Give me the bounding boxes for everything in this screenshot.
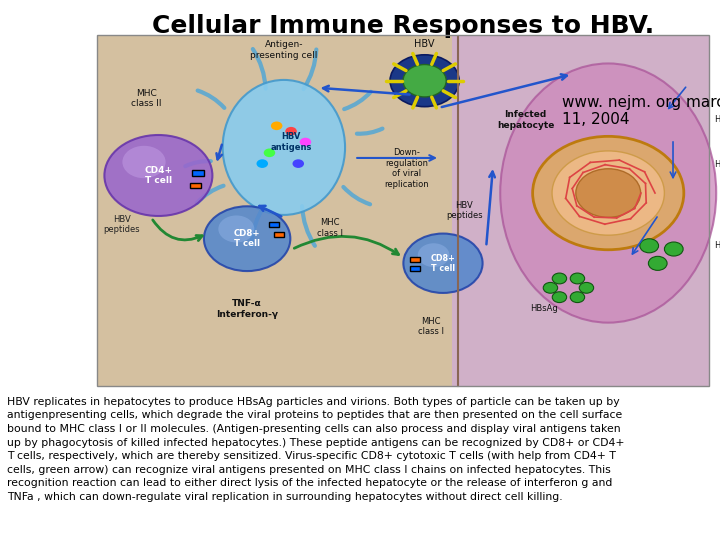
Text: Cellular Immune Responses to HBV.: Cellular Immune Responses to HBV. — [152, 14, 654, 37]
Text: TNF-α
Interferon-γ: TNF-α Interferon-γ — [216, 299, 278, 319]
Bar — [97, 35, 709, 386]
Circle shape — [403, 64, 446, 97]
Circle shape — [204, 206, 290, 271]
Text: HBV RNA: HBV RNA — [715, 160, 720, 170]
Circle shape — [403, 233, 482, 293]
Text: CD4+
T cell: CD4+ T cell — [144, 166, 173, 185]
Circle shape — [300, 138, 311, 146]
Circle shape — [104, 135, 212, 216]
Circle shape — [533, 136, 684, 249]
Ellipse shape — [500, 63, 716, 322]
Text: HBV
peptides: HBV peptides — [446, 201, 482, 220]
FancyBboxPatch shape — [274, 232, 284, 237]
Circle shape — [271, 122, 282, 130]
Text: MHC
class II: MHC class II — [131, 89, 161, 108]
FancyBboxPatch shape — [410, 266, 420, 271]
Text: HBV replicates in hepatocytes to produce HBsAg particles and virions. Both types: HBV replicates in hepatocytes to produce… — [7, 397, 625, 502]
Bar — [452, 35, 709, 386]
Text: HBV
peptides: HBV peptides — [104, 215, 140, 234]
Circle shape — [264, 148, 275, 157]
Circle shape — [122, 146, 166, 178]
Circle shape — [576, 168, 641, 217]
Text: CD8+
T cell: CD8+ T cell — [431, 254, 456, 273]
Circle shape — [256, 159, 268, 168]
Circle shape — [552, 273, 567, 284]
Text: Antigen-
presenting cell: Antigen- presenting cell — [250, 40, 318, 60]
Circle shape — [543, 282, 557, 293]
Circle shape — [285, 127, 297, 136]
Circle shape — [418, 243, 449, 267]
Text: MHC
class I: MHC class I — [317, 219, 343, 238]
Text: Infected
hepatocyte: Infected hepatocyte — [497, 111, 554, 130]
Text: HBV cores: HBV cores — [715, 241, 720, 250]
Ellipse shape — [222, 80, 345, 215]
Text: CD8+
T cell: CD8+ T cell — [234, 229, 261, 248]
Circle shape — [552, 151, 665, 235]
FancyBboxPatch shape — [192, 170, 204, 176]
FancyBboxPatch shape — [269, 222, 279, 227]
Text: www. nejm. org march
11, 2004: www. nejm. org march 11, 2004 — [562, 95, 720, 127]
Circle shape — [640, 239, 659, 253]
Bar — [97, 35, 452, 386]
Circle shape — [570, 273, 585, 284]
Circle shape — [665, 242, 683, 256]
Circle shape — [218, 215, 254, 242]
Text: HBV DNA: HBV DNA — [715, 115, 720, 124]
Circle shape — [579, 282, 594, 293]
Circle shape — [570, 292, 585, 302]
Text: HBsAg: HBsAg — [530, 305, 558, 313]
FancyBboxPatch shape — [410, 257, 420, 262]
Circle shape — [292, 159, 304, 168]
Circle shape — [390, 55, 459, 106]
Circle shape — [649, 256, 667, 271]
Circle shape — [552, 292, 567, 302]
FancyBboxPatch shape — [190, 183, 202, 188]
Text: HBV
antigens: HBV antigens — [271, 132, 312, 152]
Text: Down-
regulation
of viral
replication: Down- regulation of viral replication — [384, 148, 428, 188]
Text: HBV: HBV — [415, 39, 435, 49]
Text: MHC
class I: MHC class I — [418, 317, 444, 336]
